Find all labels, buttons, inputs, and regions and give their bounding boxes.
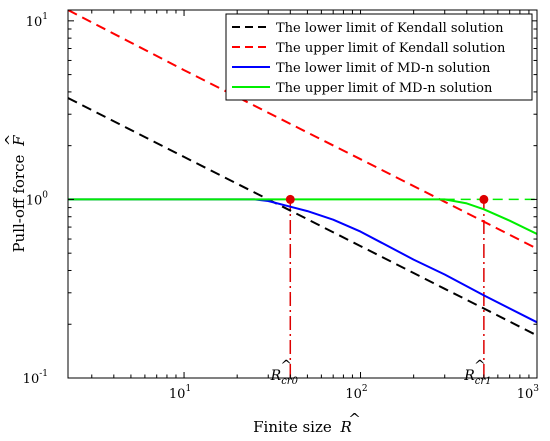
axis-ticks xyxy=(68,10,537,378)
y-tick-label-2: 100 xyxy=(26,190,49,208)
legend-box xyxy=(225,13,533,101)
series-line-1 xyxy=(68,97,537,337)
x-tick-label-2: 102 xyxy=(345,384,367,402)
y-axis-label-group: Pull-off force F ^ xyxy=(2,134,28,253)
legend-label: The lower limit of MD-n solution xyxy=(276,61,491,76)
y-tick-label-1: 10-1 xyxy=(23,369,48,387)
y-tick-label-3: 101 xyxy=(26,12,48,30)
x-tick-label-1: 101 xyxy=(169,384,191,402)
legend-label: The upper limit of MD-n solution xyxy=(276,81,493,96)
legend-item-3: The lower limit of MD-n solution xyxy=(232,61,491,76)
y-axis-label-hat: ^ xyxy=(2,134,20,147)
marker-point-1 xyxy=(285,194,295,204)
x-axis-label-hat: ^ xyxy=(348,410,361,428)
marker-point-2 xyxy=(479,194,489,204)
annotation-hat: ^ xyxy=(474,358,486,374)
plot-area-frame xyxy=(67,9,538,379)
y-axis-label-text: Pull-off force xyxy=(10,155,28,253)
x-axis-label-text: Finite size xyxy=(253,418,332,436)
legend-label: The lower limit of Kendall solution xyxy=(276,21,504,36)
annotation-1: ^Rcr0 xyxy=(270,358,299,387)
y-axis-label-symbol: F xyxy=(10,135,28,147)
legend-item-1: The lower limit of Kendall solution xyxy=(232,21,504,36)
legend-item-4: The upper limit of MD-n solution xyxy=(232,81,493,96)
annotation-hat: ^ xyxy=(280,358,292,374)
x-tick-label-3: 103 xyxy=(517,384,540,402)
x-axis-label: Finite size R xyxy=(253,418,352,436)
annotation-2: ^Rcr1 xyxy=(463,358,491,387)
legend: The lower limit of Kendall solution The u… xyxy=(225,13,533,101)
x-axis-label-symbol: R xyxy=(340,418,352,436)
y-axis-label: Pull-off force F xyxy=(10,135,28,253)
annotation-label: Rcr0 xyxy=(270,368,299,387)
legend-item-2: The upper limit of Kendall solution xyxy=(232,41,506,56)
series-line-2 xyxy=(68,10,537,250)
annotation-label: Rcr1 xyxy=(463,368,491,387)
series-line-4 xyxy=(68,198,537,235)
legend-label: The upper limit of Kendall solution xyxy=(276,41,506,56)
series-line-3 xyxy=(68,198,537,324)
